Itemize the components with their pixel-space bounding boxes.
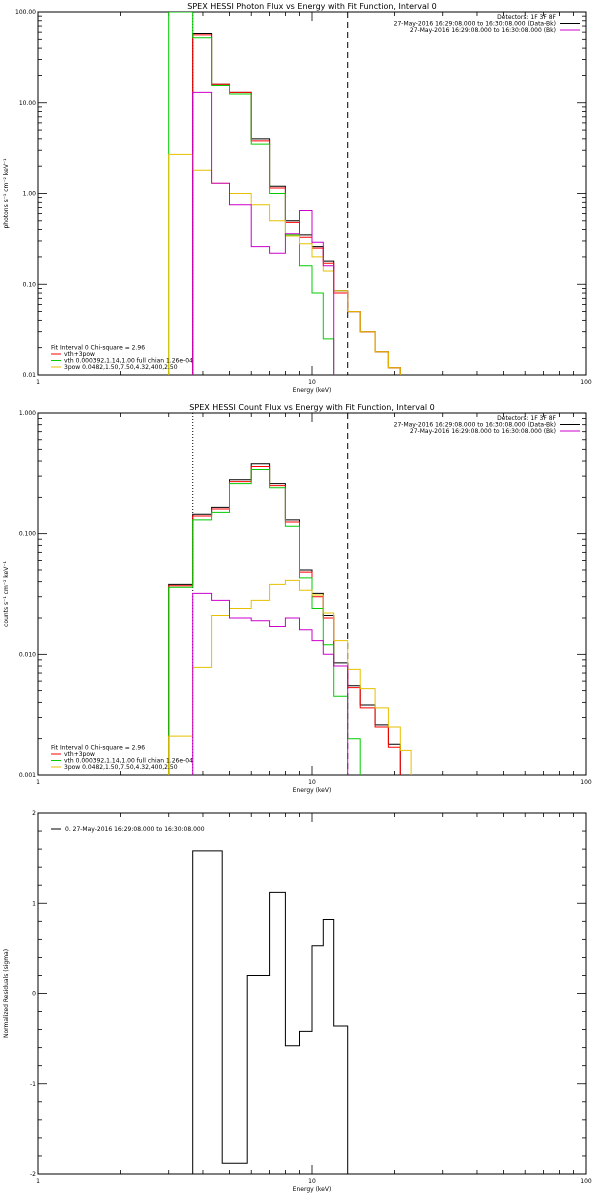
series-line-5 xyxy=(192,592,349,775)
legend-entry-1: 0. 27-May-2016 16:29:08.000 to 16:30:08.… xyxy=(65,826,205,833)
y-axis-label: photons s⁻¹ cm⁻² keV⁻¹ xyxy=(3,158,10,229)
x-axis-label: Energy (keV) xyxy=(293,1186,332,1193)
legend-entry-4: 3pow 0.0482,1.50,7.50,4.32,400,2.50 xyxy=(64,764,178,771)
y-tick-label: 1 xyxy=(32,900,36,907)
series-line-3 xyxy=(168,12,335,375)
legend-entry-1: Fit Interval 0 Chi-square = 2.96 xyxy=(51,745,145,752)
chart-panel-2: SPEX HESSI Count Flux vs Energy with Fit… xyxy=(3,403,592,794)
x-tick-label: 10 xyxy=(308,779,316,786)
legend-entry-4: 3pow 0.0482,1.50,7.50,4.32,400,2.50 xyxy=(64,364,178,371)
x-tick-label: 100 xyxy=(580,379,592,386)
legend-entry-3: vth 0.000392,1.14,1.00 full chian 1.26e-… xyxy=(64,358,193,365)
y-tick-label: 0.100 xyxy=(19,531,36,538)
header-line-1: Detectors: 1F 3F 8F xyxy=(497,14,556,21)
y-tick-label: 100.00 xyxy=(15,9,36,16)
header-line-2: 27-May-2016 16:29:08.000 to 16:30:08.000… xyxy=(394,21,556,28)
y-tick-label: -2 xyxy=(30,1171,36,1178)
x-tick-label: 1 xyxy=(36,379,40,386)
legend-entry-2: vth+3pow xyxy=(64,751,95,758)
y-tick-label: 10.00 xyxy=(19,100,36,107)
series-line-5 xyxy=(192,91,335,375)
series-line-3 xyxy=(168,469,361,775)
chart-panel-3: 1 10 100 Energy (keV) -2 -1 0 1 2 Normalized Resi… xyxy=(3,810,592,1193)
legend-entry-1: Fit Interval 0 Chi-square = 2.96 xyxy=(51,345,145,352)
legend-entry-2: vth+3pow xyxy=(64,351,95,358)
series-line-1 xyxy=(192,850,349,1174)
y-tick-label: 0.01 xyxy=(23,372,37,379)
x-tick-label: 10 xyxy=(308,379,316,386)
chart-panel-1: SPEX HESSI Photon Flux vs Energy with Fi… xyxy=(3,2,592,394)
x-tick-label: 100 xyxy=(580,1178,592,1185)
chart-title: SPEX HESSI Photon Flux vs Energy with Fi… xyxy=(187,2,437,11)
y-tick-label: 1.00 xyxy=(23,191,37,198)
chart-title: SPEX HESSI Count Flux vs Energy with Fit… xyxy=(189,403,434,412)
x-tick-label: 100 xyxy=(580,779,592,786)
x-axis-label: Energy (keV) xyxy=(293,387,332,394)
plot-frame xyxy=(37,11,587,376)
header-line-3: 27-May-2016 16:29:08.000 to 16:30:08.000… xyxy=(410,428,556,435)
x-axis-label: Energy (keV) xyxy=(293,787,332,794)
x-tick-label: 10 xyxy=(308,1178,316,1185)
series-group xyxy=(168,463,412,775)
header-line-2: 27-May-2016 16:29:08.000 to 16:30:08.000… xyxy=(394,422,556,429)
y-tick-label: -1 xyxy=(30,1081,36,1088)
series-line-1 xyxy=(168,463,401,775)
legend-entry-3: vth 0.000392,1.14,1.00 full chian 1.26e-… xyxy=(64,758,193,765)
y-tick-label: 0.010 xyxy=(19,651,36,658)
header-line-1: Detectors: 1F 3F 8F xyxy=(497,415,556,422)
y-axis-label: Normalized Residuals (sigma) xyxy=(3,949,10,1038)
y-tick-label: 0 xyxy=(32,991,36,998)
series-line-4 xyxy=(168,153,401,375)
x-tick-label: 1 xyxy=(36,779,40,786)
y-tick-label: 1.000 xyxy=(19,410,36,417)
series-line-4 xyxy=(168,579,412,775)
series-group xyxy=(192,850,349,1174)
y-tick-label: 0.001 xyxy=(19,772,36,779)
y-tick-label: 0.10 xyxy=(23,281,37,288)
series-line-1 xyxy=(192,33,401,375)
series-group xyxy=(168,12,401,375)
y-tick-label: 2 xyxy=(32,810,36,817)
y-axis-label: counts s⁻¹ cm⁻² keV⁻¹ xyxy=(3,561,10,627)
x-tick-label: 1 xyxy=(36,1178,40,1185)
series-line-2 xyxy=(168,466,401,775)
header-line-3: 27-May-2016 16:29:08.000 to 16:30:08.000… xyxy=(410,27,556,34)
